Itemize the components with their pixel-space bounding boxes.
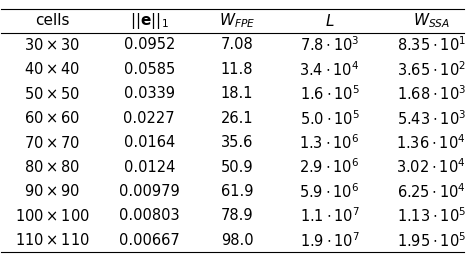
Text: 26.1: 26.1 <box>221 111 254 126</box>
Text: 0.0227: 0.0227 <box>123 111 175 126</box>
Text: 78.9: 78.9 <box>221 208 254 223</box>
Text: 0.00667: 0.00667 <box>119 233 180 248</box>
Text: $L$: $L$ <box>325 13 334 29</box>
Text: $3.4 \cdot 10^4$: $3.4 \cdot 10^4$ <box>300 60 360 79</box>
Text: $||\mathbf{e}||_1$: $||\mathbf{e}||_1$ <box>130 11 169 31</box>
Text: 0.0585: 0.0585 <box>124 62 175 77</box>
Text: 0.0164: 0.0164 <box>124 135 175 150</box>
Text: 35.6: 35.6 <box>221 135 253 150</box>
Text: 0.0124: 0.0124 <box>124 160 175 175</box>
Text: $3.65 \cdot 10^2$: $3.65 \cdot 10^2$ <box>397 60 466 79</box>
Text: 11.8: 11.8 <box>221 62 253 77</box>
Text: $5.0 \cdot 10^5$: $5.0 \cdot 10^5$ <box>300 109 359 127</box>
Text: $60 \times 60$: $60 \times 60$ <box>24 110 81 126</box>
Text: $1.36 \cdot 10^4$: $1.36 \cdot 10^4$ <box>396 133 466 152</box>
Text: $W_{FPE}$: $W_{FPE}$ <box>219 12 255 30</box>
Text: $110 \times 110$: $110 \times 110$ <box>15 232 90 248</box>
Text: $W_{SSA}$: $W_{SSA}$ <box>412 12 450 30</box>
Text: $1.68 \cdot 10^3$: $1.68 \cdot 10^3$ <box>397 84 466 103</box>
Text: $1.13 \cdot 10^5$: $1.13 \cdot 10^5$ <box>397 206 466 225</box>
Text: $1.1 \cdot 10^7$: $1.1 \cdot 10^7$ <box>300 206 359 225</box>
Text: $1.3 \cdot 10^6$: $1.3 \cdot 10^6$ <box>300 133 360 152</box>
Text: cells: cells <box>35 13 70 28</box>
Text: $70 \times 70$: $70 \times 70$ <box>24 135 81 150</box>
Text: 0.00979: 0.00979 <box>119 184 180 199</box>
Text: $1.95 \cdot 10^5$: $1.95 \cdot 10^5$ <box>397 231 466 250</box>
Text: $30 \times 30$: $30 \times 30$ <box>24 37 81 53</box>
Text: 0.0339: 0.0339 <box>124 86 175 101</box>
Text: $6.25 \cdot 10^4$: $6.25 \cdot 10^4$ <box>397 182 465 201</box>
Text: 50.9: 50.9 <box>221 160 254 175</box>
Text: 0.00803: 0.00803 <box>119 208 180 223</box>
Text: $1.6 \cdot 10^5$: $1.6 \cdot 10^5$ <box>300 84 359 103</box>
Text: 18.1: 18.1 <box>221 86 253 101</box>
Text: $7.8 \cdot 10^3$: $7.8 \cdot 10^3$ <box>300 35 359 54</box>
Text: $2.9 \cdot 10^6$: $2.9 \cdot 10^6$ <box>300 158 360 176</box>
Text: $50 \times 50$: $50 \times 50$ <box>24 86 81 102</box>
Text: $8.35 \cdot 10^1$: $8.35 \cdot 10^1$ <box>397 35 466 54</box>
Text: 0.0952: 0.0952 <box>124 37 175 52</box>
Text: 7.08: 7.08 <box>221 37 254 52</box>
Text: $5.9 \cdot 10^6$: $5.9 \cdot 10^6$ <box>300 182 360 201</box>
Text: $1.9 \cdot 10^7$: $1.9 \cdot 10^7$ <box>300 231 359 250</box>
Text: 61.9: 61.9 <box>221 184 253 199</box>
Text: $40 \times 40$: $40 \times 40$ <box>24 61 81 77</box>
Text: $80 \times 80$: $80 \times 80$ <box>24 159 81 175</box>
Text: $100 \times 100$: $100 \times 100$ <box>15 208 90 224</box>
Text: $3.02 \cdot 10^4$: $3.02 \cdot 10^4$ <box>396 158 466 176</box>
Text: $5.43 \cdot 10^3$: $5.43 \cdot 10^3$ <box>397 109 466 127</box>
Text: $90 \times 90$: $90 \times 90$ <box>24 183 81 199</box>
Text: 98.0: 98.0 <box>221 233 254 248</box>
